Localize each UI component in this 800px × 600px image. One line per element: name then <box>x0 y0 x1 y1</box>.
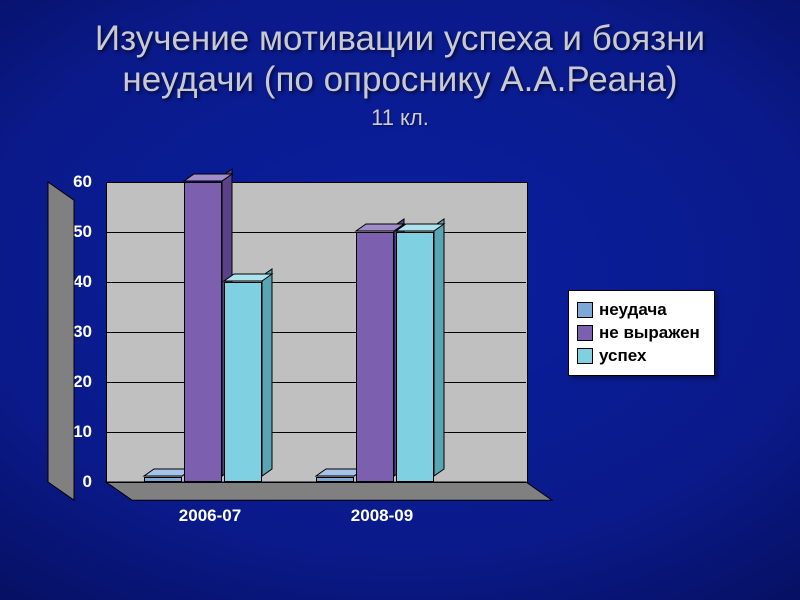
y-tick-label: 0 <box>83 472 92 492</box>
plot-floor <box>106 482 556 504</box>
legend-item: успех <box>577 346 700 366</box>
bar <box>144 477 182 482</box>
bar <box>224 282 262 482</box>
bar-chart: 0102030405060 неудачане выраженуспех 200… <box>48 182 748 552</box>
legend: неудача не выражен успех <box>568 290 715 376</box>
grid-line <box>106 182 526 183</box>
grid-line <box>106 382 526 383</box>
legend-item: неудача <box>577 300 700 320</box>
plot-area <box>106 182 526 482</box>
grid-line <box>106 232 526 233</box>
title-line-2: неудачи (по опроснику А.А.Реана) <box>0 59 800 100</box>
grid-line <box>106 332 526 333</box>
bar <box>356 232 394 482</box>
grid-line <box>106 432 526 433</box>
bar <box>396 232 434 482</box>
bar <box>184 182 222 482</box>
legend-label: неудача <box>599 300 667 320</box>
x-tick-label: 2008-09 <box>351 506 413 526</box>
grid-line <box>106 282 526 283</box>
legend-label: не выражен <box>599 323 700 343</box>
plot-side-wall <box>48 182 76 482</box>
title-line-1: Изучение мотивации успеха и боязни <box>0 18 800 59</box>
legend-label: успех <box>599 346 646 366</box>
grid-line <box>106 482 526 483</box>
legend-swatch <box>577 302 593 318</box>
slide-subtitle: 11 кл. <box>0 105 800 131</box>
bar <box>316 477 354 482</box>
slide-title: Изучение мотивации успеха и боязни неуда… <box>0 0 800 101</box>
legend-item: не выражен <box>577 323 700 343</box>
slide: Изучение мотивации успеха и боязни неуда… <box>0 0 800 600</box>
legend-swatch <box>577 348 593 364</box>
x-tick-label: 2006-07 <box>179 506 241 526</box>
legend-swatch <box>577 325 593 341</box>
